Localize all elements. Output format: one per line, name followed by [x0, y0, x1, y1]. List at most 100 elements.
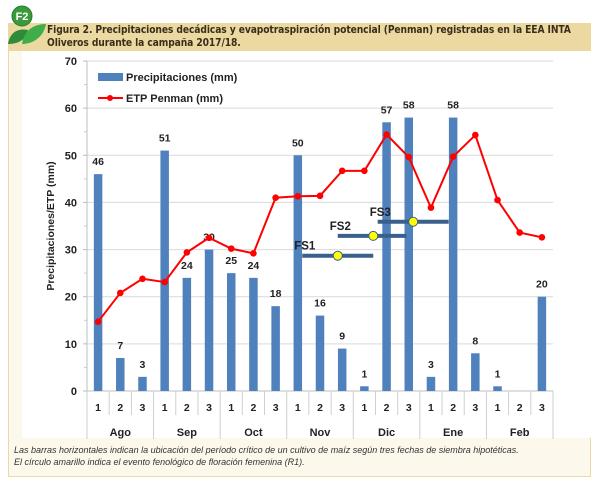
bar-data-label: 57: [381, 104, 393, 116]
etp-point: [472, 131, 479, 139]
legend-marker-etp: [107, 95, 113, 101]
legend: Precipitaciones (mm) ETP Penman (mm): [98, 72, 238, 105]
bar-data-label: 1: [495, 368, 501, 380]
bar-data-label: 58: [403, 100, 415, 112]
precip-bar: [448, 117, 458, 392]
precip-bar: [382, 122, 391, 392]
etp-point: [272, 194, 279, 202]
precip-bar: [404, 117, 414, 392]
x-tick-label: 3: [339, 402, 345, 414]
etp-point: [294, 193, 302, 200]
figure-logo: F2: [8, 5, 46, 44]
y-tick-label: 30: [65, 245, 77, 257]
y-tick-label: 40: [65, 197, 77, 209]
x-tick-label: 3: [206, 402, 212, 414]
bar-data-label: 7: [117, 340, 123, 352]
bar-data-label: 24: [248, 260, 260, 272]
x-tick-label: 2: [117, 402, 123, 414]
title-band: [8, 23, 591, 51]
legend-label-etp: ETP Penman (mm): [126, 93, 223, 105]
x-axis: 1 2 3 1 2 3 1 2 3 1 2 3 1 2 3 1 2 3 1 2 3 Ago Sep Oct Nov Dic Ene F…: [86, 390, 554, 439]
etp-point: [316, 192, 324, 200]
x-tick-label: 1: [361, 402, 367, 414]
x-tick-label: 1: [295, 402, 301, 414]
legend-label-precip: Precipitaciones (mm): [126, 72, 238, 84]
x-tick-label: 3: [406, 402, 412, 414]
precip-bar: [271, 306, 280, 391]
y-tick-label: 70: [65, 56, 77, 68]
precip-bar: [293, 155, 303, 391]
x-group-label: Sep: [177, 427, 197, 439]
etp-point: [494, 196, 501, 204]
precip-bar: [337, 348, 347, 391]
y-axis: 0 10 20 30 40 50 60 70: [65, 56, 88, 398]
precip-bar: [537, 296, 547, 391]
figure-title: Figura 2. Precipitaciones decádicas y ev…: [47, 25, 571, 49]
x-group-label: Ene: [443, 427, 463, 439]
etp-point: [427, 204, 435, 211]
x-tick-label: 3: [472, 402, 478, 414]
x-tick-label: 1: [228, 402, 234, 414]
x-tick-label: 1: [428, 402, 434, 414]
etp-point: [116, 289, 124, 297]
etp-point: [383, 131, 390, 138]
etp-point: [250, 250, 257, 257]
y-axis-label: Precipitaciones/ETP (mm): [45, 161, 57, 290]
x-group-label: Oct: [244, 427, 263, 439]
etp-point: [161, 278, 168, 286]
x-group-label: Dic: [378, 427, 395, 439]
precip-bar: [471, 353, 480, 391]
bar-data-label: 20: [536, 279, 548, 291]
precip-bar: [138, 376, 147, 391]
etp-point: [361, 167, 368, 175]
y-tick-label: 20: [65, 292, 77, 304]
bar-data-label: 58: [447, 100, 459, 112]
caption-line-2: El círculo amarillo indica el evento fen…: [14, 457, 305, 467]
precip-bar: [226, 273, 236, 391]
figure-caption: Las barras horizontales indican la ubica…: [14, 444, 584, 468]
y-tick-label: 10: [65, 339, 77, 351]
etp-point: [449, 153, 457, 160]
bar-data-label: 51: [159, 133, 171, 145]
bar-data-label: 24: [181, 260, 193, 272]
precip-bar: [315, 315, 325, 391]
bar-data-label: 8: [472, 335, 478, 347]
caption-line-1: Las barras horizontales indican la ubica…: [14, 445, 519, 455]
bar-data-label: 25: [225, 255, 237, 267]
r1-flowering-marker: [408, 216, 419, 227]
bars: [93, 117, 547, 392]
etp-point: [205, 234, 213, 242]
leaf-left-icon: [8, 29, 28, 44]
sowing-date-label: FS3: [370, 207, 391, 219]
precip-bar: [426, 376, 436, 391]
x-group-label: Feb: [510, 427, 530, 439]
y-tick-label: 0: [71, 386, 77, 398]
bar-data-label: 1: [361, 368, 367, 380]
etp-point: [405, 153, 413, 161]
precip-bar: [204, 249, 214, 391]
etp-point: [516, 229, 524, 236]
x-tick-label: 3: [140, 402, 146, 414]
x-group-label: Nov: [310, 427, 332, 439]
precip-bar: [160, 150, 169, 391]
x-tick-label: 1: [162, 402, 168, 414]
bar-data-label: 18: [270, 288, 282, 300]
bar-data-label: 3: [140, 359, 146, 371]
x-tick-label: 2: [517, 402, 523, 414]
x-tick-label: 1: [95, 402, 101, 414]
precip-bar: [493, 386, 502, 391]
sowing-date-label: FS2: [330, 221, 351, 233]
precip-bar: [182, 277, 192, 391]
etp-point: [538, 234, 546, 241]
badge-circle: [11, 5, 33, 27]
x-tick-label: 3: [273, 402, 279, 414]
etp-point: [183, 249, 191, 256]
sowing-date-label: FS1: [294, 241, 316, 253]
precip-bar: [116, 358, 125, 391]
bar-data-label: 3: [428, 359, 434, 371]
etp-point: [227, 245, 235, 252]
x-tick-label: 3: [539, 402, 545, 414]
precip-bar: [249, 277, 258, 391]
x-tick-label: 2: [184, 402, 190, 414]
